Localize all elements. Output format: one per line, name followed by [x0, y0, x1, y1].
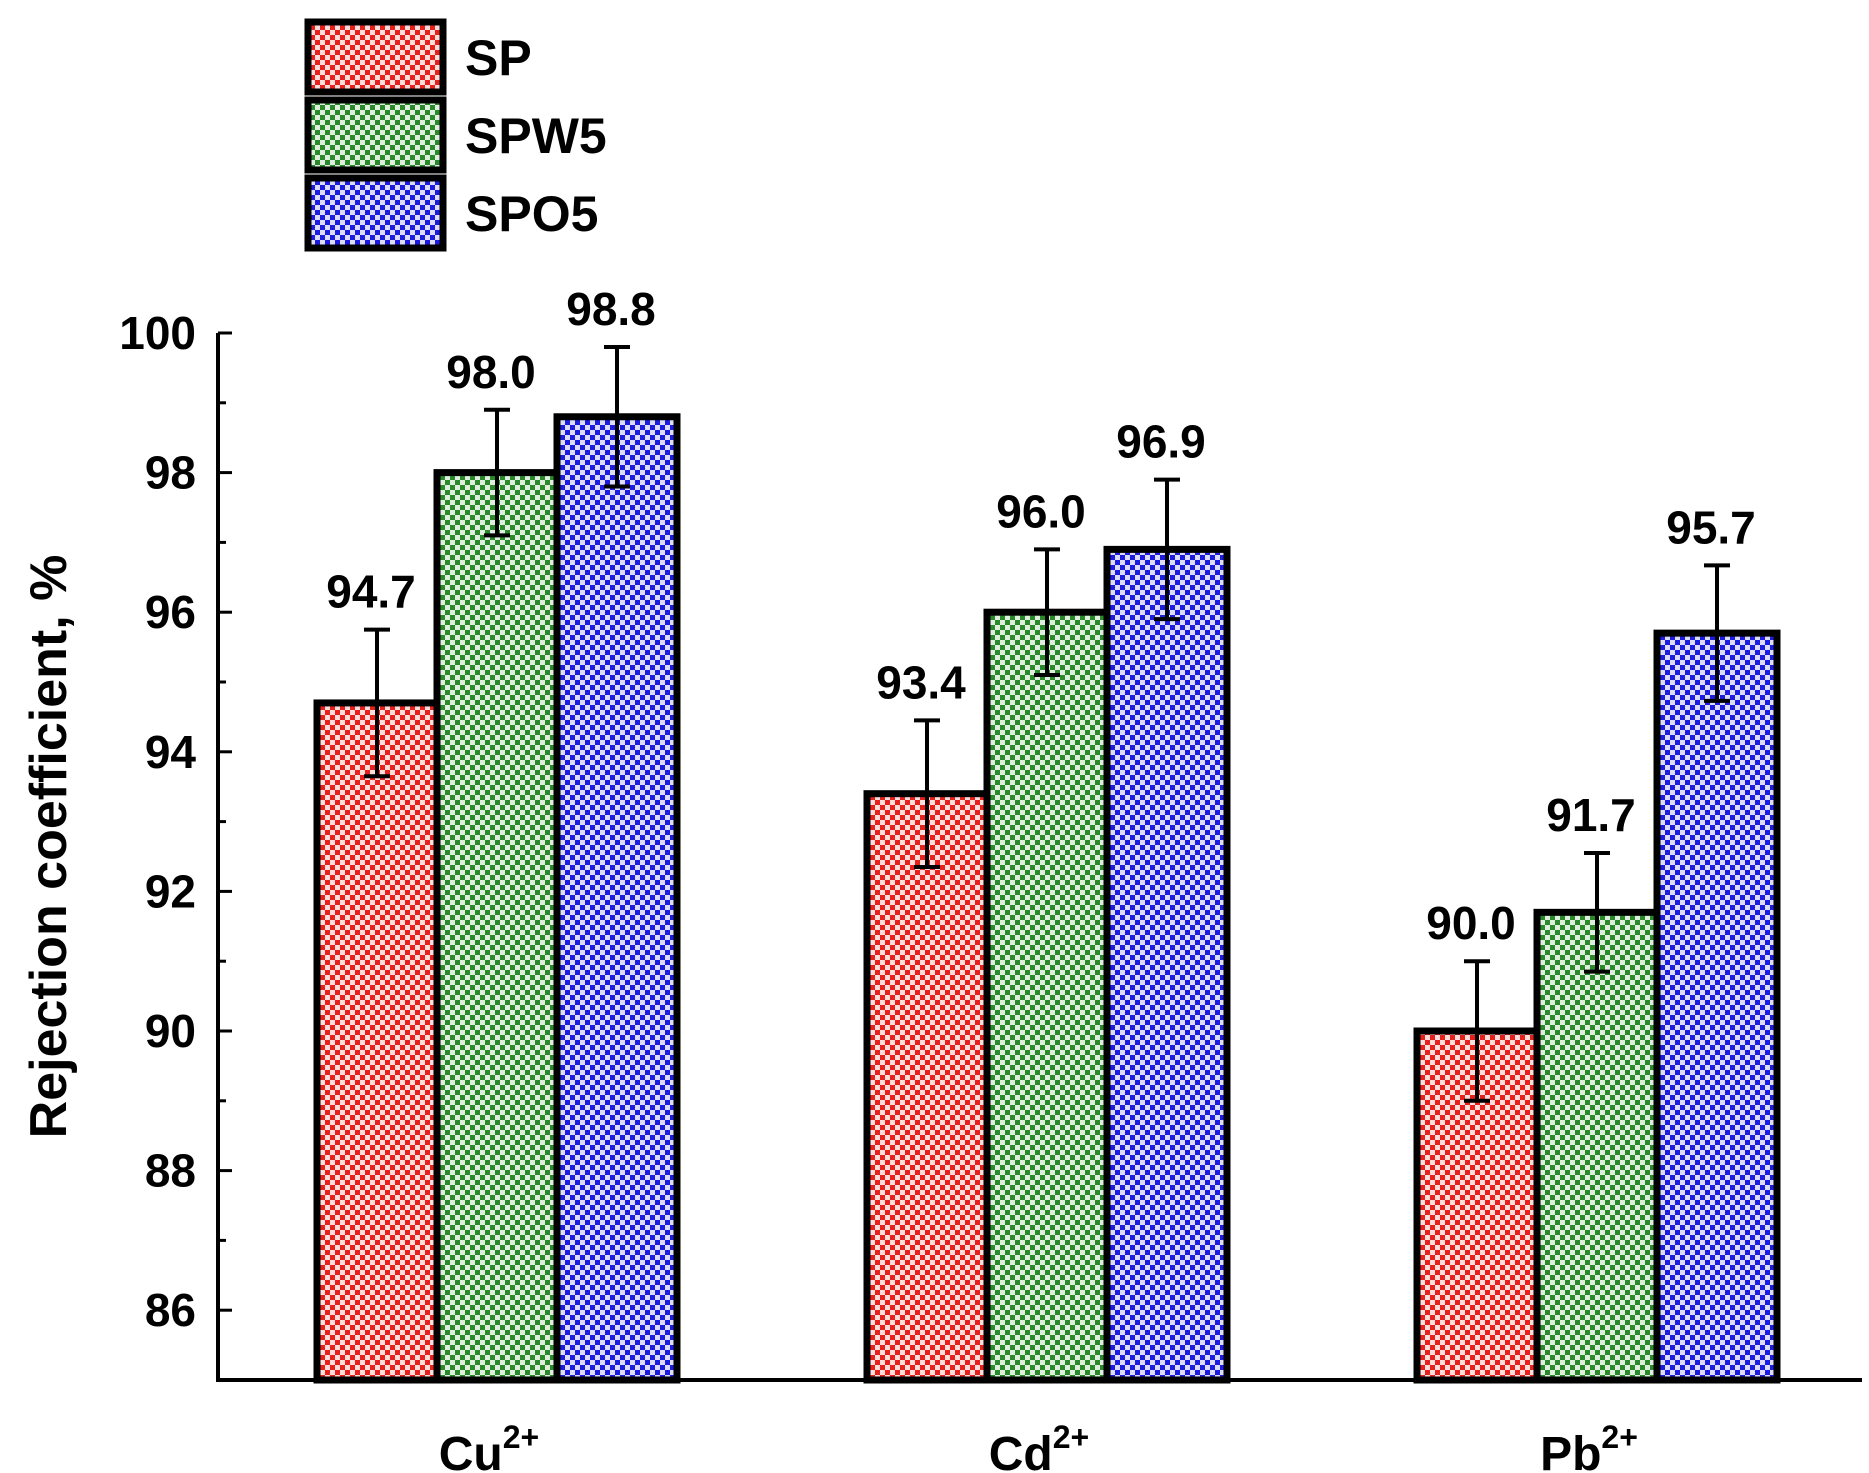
bar-spw5-cu — [433, 469, 561, 1384]
legend-swatch-sp — [304, 18, 447, 96]
bar-spw5-pb — [1533, 908, 1661, 1384]
data-label-sp-cd: 93.4 — [876, 656, 966, 708]
legend-swatch-spo5 — [304, 174, 447, 252]
y-tick-label: 100 — [119, 307, 196, 359]
legend-label-spo5: SPO5 — [465, 186, 598, 242]
data-label-spw5-cd: 96.0 — [996, 485, 1086, 537]
y-tick-label: 98 — [145, 447, 196, 499]
y-axis-label: Rejection coefficient, % — [20, 555, 78, 1139]
legend-label-sp: SP — [465, 30, 532, 86]
legend-swatch-spw5 — [304, 96, 447, 174]
bar-spo5-cu — [553, 413, 681, 1384]
bar-spw5-cd — [983, 608, 1111, 1384]
bar-spo5-cd — [1103, 545, 1231, 1384]
data-label-spw5-pb: 91.7 — [1546, 789, 1636, 841]
bar-sp-cu — [313, 699, 441, 1384]
y-tick-label: 90 — [145, 1005, 196, 1057]
legend-label-spw5: SPW5 — [465, 108, 607, 164]
x-tick-label-pb: Pb2+ — [1540, 1419, 1638, 1473]
y-tick-label: 92 — [145, 865, 196, 917]
data-label-spo5-cu: 98.8 — [566, 283, 656, 335]
data-label-spo5-cd: 96.9 — [1116, 416, 1206, 468]
bar-sp-cd — [863, 790, 991, 1384]
data-label-sp-pb: 90.0 — [1426, 897, 1516, 949]
data-label-sp-cu: 94.7 — [326, 566, 416, 618]
bar-spo5-pb — [1653, 629, 1781, 1384]
axes: 86 88 90 92 94 96 98 100 Rejection coefficient, … — [20, 307, 1862, 1473]
y-tick-label: 88 — [145, 1145, 196, 1197]
legend: SP SPW5 SPO5 — [304, 18, 607, 252]
y-tick-label: 86 — [145, 1284, 196, 1336]
y-tick-label: 96 — [145, 586, 196, 638]
bars — [313, 344, 1781, 1384]
data-label-spw5-cu: 98.0 — [446, 346, 536, 398]
x-tick-label-cu: Cu2+ — [439, 1419, 539, 1473]
data-label-spo5-pb: 95.7 — [1666, 501, 1756, 553]
x-tick-label-cd: Cd2+ — [989, 1419, 1089, 1473]
y-tick-label: 94 — [145, 726, 197, 778]
data-labels: 94.7 98.0 98.8 93.4 96.0 96.9 90.0 91.7 95.7 — [326, 283, 1756, 949]
